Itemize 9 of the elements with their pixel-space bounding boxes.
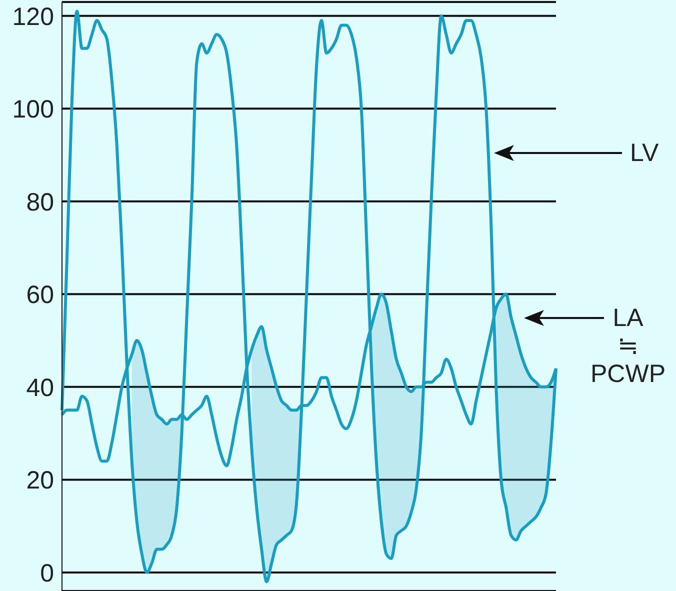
y-tick-label: 20 — [26, 466, 54, 495]
text: LV — [630, 139, 660, 167]
y-tick-label: 60 — [26, 281, 54, 310]
y-tick-label: 120 — [12, 2, 54, 31]
y-tick-label: 0 — [40, 559, 54, 588]
y-tick-label: 40 — [26, 374, 54, 402]
y-tick-label: 80 — [26, 188, 54, 216]
y-tick-label: 100 — [12, 96, 54, 124]
series-label: LA ≒ PCWP — [590, 304, 666, 388]
